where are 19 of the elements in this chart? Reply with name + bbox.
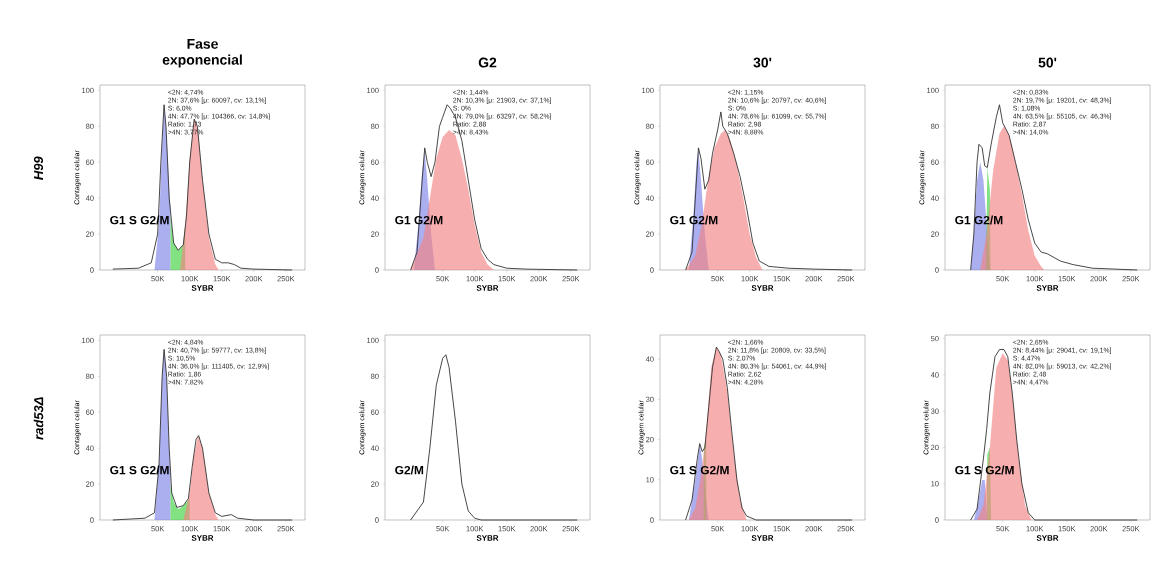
annotation: G2/M [395,465,424,475]
chart-title: Fase exponencial [162,39,242,68]
line-series [112,348,293,521]
chart-title: 50' [1038,57,1057,68]
line-series [970,104,1138,271]
annotation: G1 S G2/M [955,465,1014,475]
line-series [970,349,1138,521]
text: rad53Δ [33,397,44,440]
text: H99 [33,156,44,180]
annotation: G1 G2/M [955,215,1003,225]
chart-title: G2 [478,57,497,68]
annotation: G1 S G2/M [670,465,729,475]
line-series [685,346,853,521]
line-series [410,104,578,271]
line-series [685,111,853,271]
annotation: G1 S G2/M [110,215,169,225]
chart-title: 30' [753,57,772,68]
line-series [112,104,293,271]
annotation: G1 G2/M [670,215,718,225]
